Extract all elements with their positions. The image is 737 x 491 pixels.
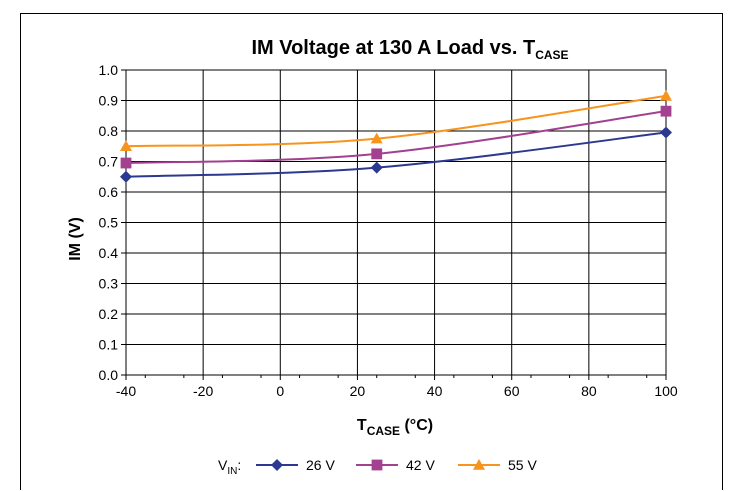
x-axis-label-unit: (°C) <box>400 417 433 434</box>
x-tick-label: 0 <box>276 383 284 399</box>
chart-frame <box>20 13 723 490</box>
legend-prefix-main: V <box>218 457 228 473</box>
y-axis-label: IM (V) <box>67 217 84 261</box>
legend-marker-42v <box>371 459 383 471</box>
legend-marker-55v <box>473 459 485 470</box>
x-axis-label: TCASE (°C) <box>357 417 433 438</box>
grid-lines <box>126 70 666 375</box>
x-axis-ticks: -40 -20 0 20 40 60 80 100 <box>116 375 678 399</box>
x-axis-label-subscript: CASE <box>367 424 400 438</box>
x-tick-label: 80 <box>581 383 597 399</box>
legend: VIN: 26 V 42 V 55 V <box>218 457 537 477</box>
y-tick-label: 0.2 <box>99 306 119 322</box>
data-point-26v <box>120 170 132 183</box>
series-line-55v <box>125 94 667 148</box>
y-tick-label: 0.9 <box>99 93 119 109</box>
legend-label-42v: 42 V <box>406 457 435 473</box>
y-tick-label: 0.8 <box>99 123 119 139</box>
y-tick-label: 0.6 <box>99 184 119 200</box>
x-tick-label: 100 <box>654 383 678 399</box>
x-tick-label: -40 <box>116 383 136 399</box>
y-tick-label: 0.4 <box>99 245 119 261</box>
x-tick-label: 20 <box>350 383 366 399</box>
y-tick-label: 0.3 <box>99 276 119 292</box>
chart-title-subscript: CASE <box>535 48 568 62</box>
data-point-26v <box>370 161 383 174</box>
legend-prefix: VIN: <box>218 457 241 477</box>
data-point-55v <box>660 89 672 101</box>
chart-title: IM Voltage at 130 A Load vs. TCASE <box>251 37 568 62</box>
data-point-26v <box>660 126 672 139</box>
y-tick-label: 1.0 <box>99 62 119 78</box>
series-layer <box>120 89 672 183</box>
data-point-42v <box>371 148 383 160</box>
legend-marker-26v <box>271 459 283 471</box>
x-tick-label: 40 <box>427 383 443 399</box>
y-tick-label: 0.7 <box>99 154 119 170</box>
legend-prefix-subscript: IN <box>227 466 237 477</box>
legend-prefix-suffix: : <box>237 457 241 473</box>
legend-label-55v: 55 V <box>508 457 537 473</box>
data-point-55v <box>370 132 383 144</box>
y-tick-label: 0.0 <box>99 367 119 383</box>
y-tick-label: 0.5 <box>99 215 119 231</box>
y-tick-label: 0.1 <box>99 337 119 353</box>
data-point-42v <box>660 105 672 117</box>
x-tick-label: 60 <box>504 383 520 399</box>
data-point-42v <box>120 157 132 169</box>
series-line-26v <box>125 131 667 178</box>
x-tick-label: -20 <box>193 383 213 399</box>
y-axis-ticks: 0.0 0.1 0.2 0.3 0.4 0.5 0.6 0.7 0.8 0.9 1.0 <box>99 62 126 383</box>
legend-label-26v: 26 V <box>306 457 335 473</box>
chart-title-main: IM Voltage at 130 A Load vs. T <box>251 37 535 59</box>
x-axis-label-main: T <box>357 417 367 434</box>
data-point-55v <box>120 140 132 152</box>
